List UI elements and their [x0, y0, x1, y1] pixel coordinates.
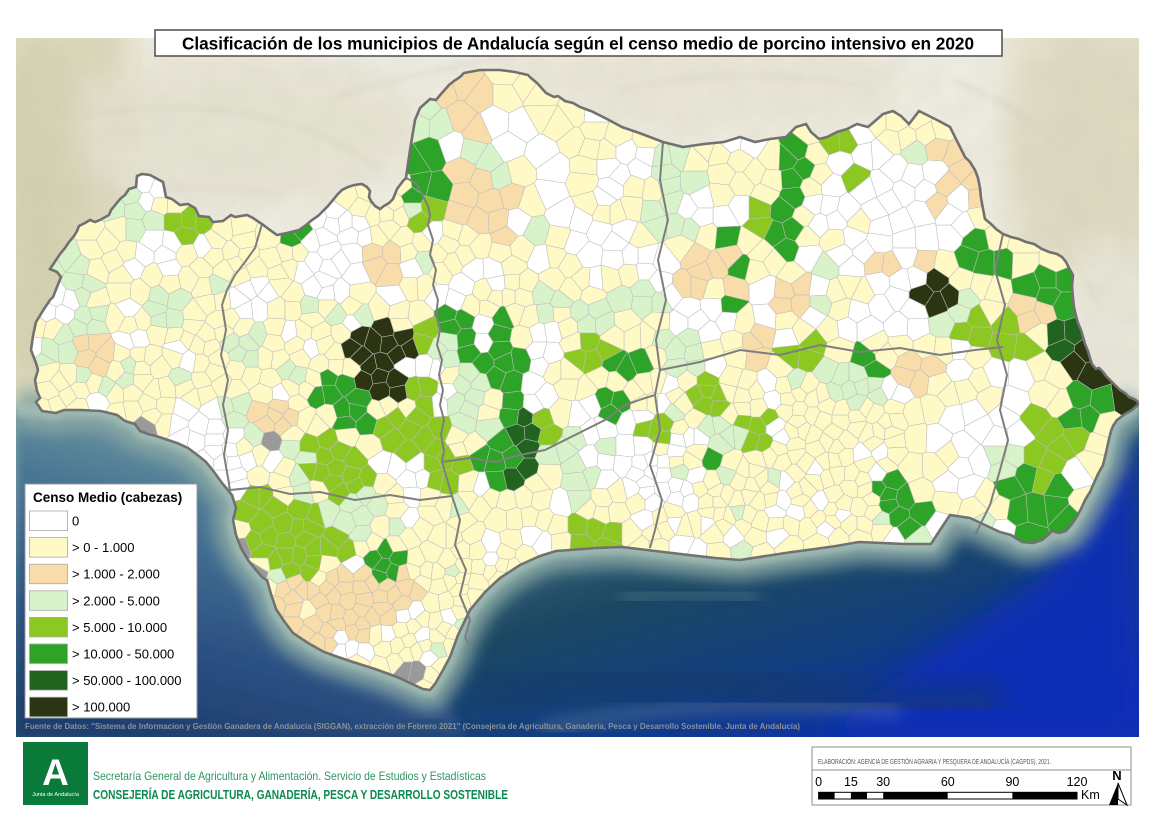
svg-text:Km: Km	[1081, 788, 1100, 802]
svg-text:0: 0	[815, 775, 822, 789]
svg-text:> 50.000 - 100.000: > 50.000 - 100.000	[72, 673, 182, 688]
svg-text:15: 15	[844, 775, 858, 789]
svg-text:A: A	[42, 752, 69, 793]
svg-text:Censo Medio (cabezas): Censo Medio (cabezas)	[33, 490, 182, 505]
svg-text:Clasificación de los municipio: Clasificación de los municipios de Andal…	[182, 34, 974, 54]
svg-text:CONSEJERÍA DE AGRICULTURA, GAN: CONSEJERÍA DE AGRICULTURA, GANADERÍA, PE…	[93, 787, 508, 802]
svg-text:> 100.000: > 100.000	[72, 700, 130, 715]
svg-text:60: 60	[941, 775, 955, 789]
svg-text:0: 0	[72, 514, 79, 529]
svg-text:> 2.000 - 5.000: > 2.000 - 5.000	[72, 593, 160, 608]
svg-text:120: 120	[1067, 775, 1088, 789]
svg-text:Fuente de Datos: "Sistema de I: Fuente de Datos: "Sistema de Informacion…	[25, 722, 800, 731]
svg-text:N: N	[1112, 768, 1121, 783]
svg-text:30: 30	[876, 775, 890, 789]
svg-text:90: 90	[1005, 775, 1019, 789]
svg-text:Secretaría General de Agricult: Secretaría General de Agricultura y Alim…	[93, 769, 486, 783]
svg-text:> 5.000 - 10.000: > 5.000 - 10.000	[72, 620, 167, 635]
svg-text:> 1.000 - 2.000: > 1.000 - 2.000	[72, 567, 160, 582]
svg-text:> 0 - 1.000: > 0 - 1.000	[72, 540, 135, 555]
svg-text:> 10.000 - 50.000: > 10.000 - 50.000	[72, 647, 174, 662]
svg-text:ELABORACIÓN: AGENCIA DE GESTIÓ: ELABORACIÓN: AGENCIA DE GESTIÓN AGRARIA …	[818, 757, 1051, 766]
svg-text:Junta de Andalucía: Junta de Andalucía	[32, 792, 80, 798]
